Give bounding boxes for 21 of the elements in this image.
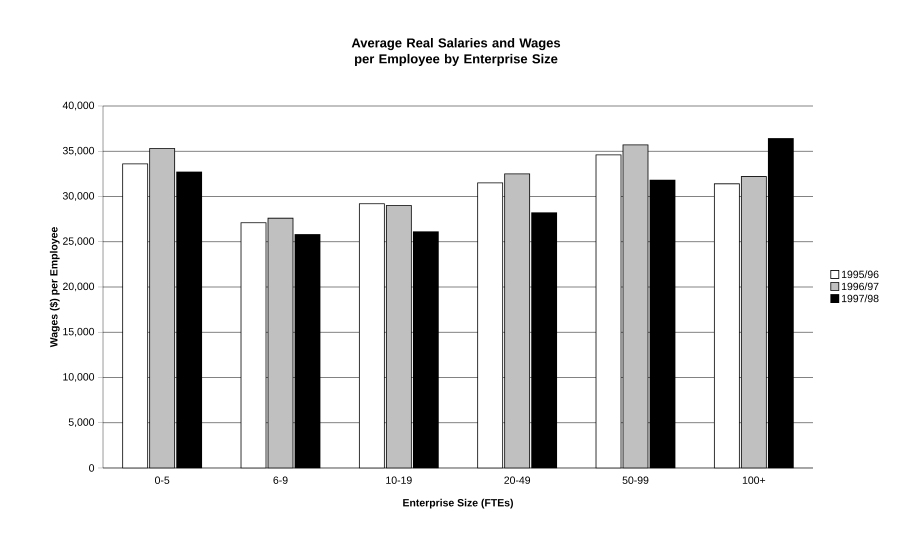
x-tick-label: 0-5 <box>155 476 170 484</box>
x-tick-label: 50-99 <box>622 476 648 484</box>
y-tick-label: 40,000 <box>62 102 94 110</box>
y-tick-label: 0 <box>89 464 94 472</box>
y-tick-label: 5,000 <box>68 418 94 428</box>
y-tick-label: 30,000 <box>62 192 94 201</box>
y-tick-label: 25,000 <box>63 237 94 246</box>
y-axis-title: Wages ($) per Employee <box>50 227 60 348</box>
x-tick-label: 20-49 <box>504 476 530 484</box>
x-tick-label: 10-19 <box>386 476 412 484</box>
x-tick-label: 100+ <box>742 476 766 484</box>
chart-title: Average Real Salaries and Wages per Employee by Enterprise Size <box>352 38 560 66</box>
y-tick-label: 20,000 <box>63 282 94 292</box>
x-tick-label: 6-9 <box>273 476 288 484</box>
legend-label: 1996/97 <box>842 282 878 290</box>
x-axis-title: Enterprise Size (FTEs) <box>403 498 513 509</box>
legend-label: 1997/98 <box>842 294 879 302</box>
y-tick-label: 15,000 <box>63 328 94 337</box>
y-tick-label: 35,000 <box>62 146 94 156</box>
y-tick-label: 10,000 <box>63 373 94 382</box>
legend-label: 1995/96 <box>842 270 879 278</box>
